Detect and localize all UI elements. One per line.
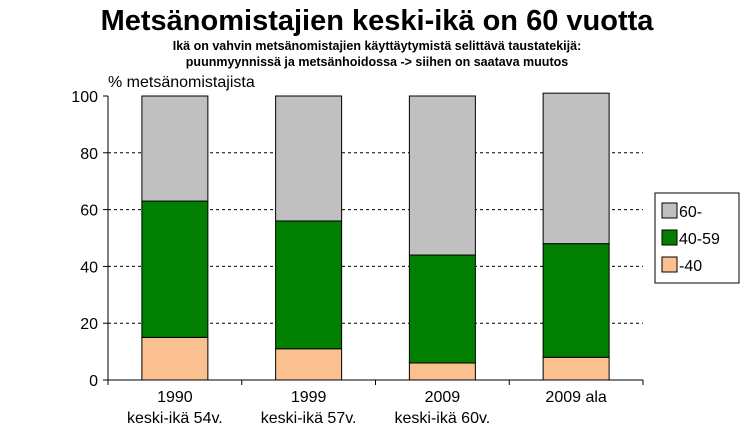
bar-segment-40-3 bbox=[542, 356, 610, 381]
x-tick-label: keski-ikä 57v. bbox=[261, 410, 357, 427]
legend-label: -40 bbox=[679, 258, 702, 275]
x-tick-labels: 1990 keski-ikä 54v. 1999 keski-ikä 57v. 2009… bbox=[127, 389, 607, 427]
x-tick-label: 2009 ala bbox=[545, 389, 606, 406]
y-tick-label: 80 bbox=[80, 146, 98, 163]
chart-subtitle-line-1: Ikä on vahvin metsänomistajien käyttäyty… bbox=[173, 39, 582, 53]
bar-segment-40-1 bbox=[275, 348, 343, 381]
legend-swatch bbox=[661, 202, 678, 219]
x-tick-label: 1990 bbox=[157, 389, 193, 406]
y-tick-label: 100 bbox=[71, 89, 98, 106]
bar-segment-40-0 bbox=[141, 336, 209, 381]
bar-segment-60-1 bbox=[275, 95, 343, 222]
bar-segment-4059-3 bbox=[542, 243, 610, 358]
y-tick-label: 0 bbox=[89, 373, 98, 390]
legend-swatch bbox=[661, 229, 678, 246]
chart-title: Metsänomistajien keski-ikä on 60 vuotta bbox=[101, 5, 655, 37]
bar-segment-60-0 bbox=[141, 95, 209, 202]
x-tick-label: keski-ikä 54v. bbox=[127, 410, 223, 427]
bar-segment-4059-1 bbox=[275, 220, 343, 350]
legend-label: 40-59 bbox=[679, 231, 720, 248]
bar-segment-4059-2 bbox=[408, 254, 476, 364]
legend-label: 60- bbox=[679, 204, 702, 221]
y-tick-label: 40 bbox=[80, 259, 98, 276]
x-tick-label: 2009 bbox=[425, 389, 461, 406]
y-tick-labels: 0 20 40 60 80 100 bbox=[71, 89, 98, 390]
y-axis-label: % metsänomistajista bbox=[108, 74, 255, 91]
axes bbox=[103, 95, 644, 385]
bar-segment-4059-0 bbox=[141, 200, 209, 338]
legend-swatch bbox=[661, 256, 678, 273]
x-tick-label: 1999 bbox=[291, 389, 327, 406]
bar-segment-60-3 bbox=[542, 92, 610, 245]
x-tick-label: keski-ikä 60v. bbox=[395, 410, 491, 427]
bar-segment-40-2 bbox=[408, 362, 476, 381]
y-tick-label: 60 bbox=[80, 203, 98, 220]
legend: 60- 40-59 -40 bbox=[654, 192, 740, 284]
bar-stacks bbox=[141, 92, 610, 381]
y-tick-label: 20 bbox=[80, 316, 98, 333]
chart-subtitle-line-2: puunmyynnissä ja metsänhoidossa -> siihe… bbox=[186, 55, 568, 69]
bar-segment-60-2 bbox=[408, 95, 476, 256]
